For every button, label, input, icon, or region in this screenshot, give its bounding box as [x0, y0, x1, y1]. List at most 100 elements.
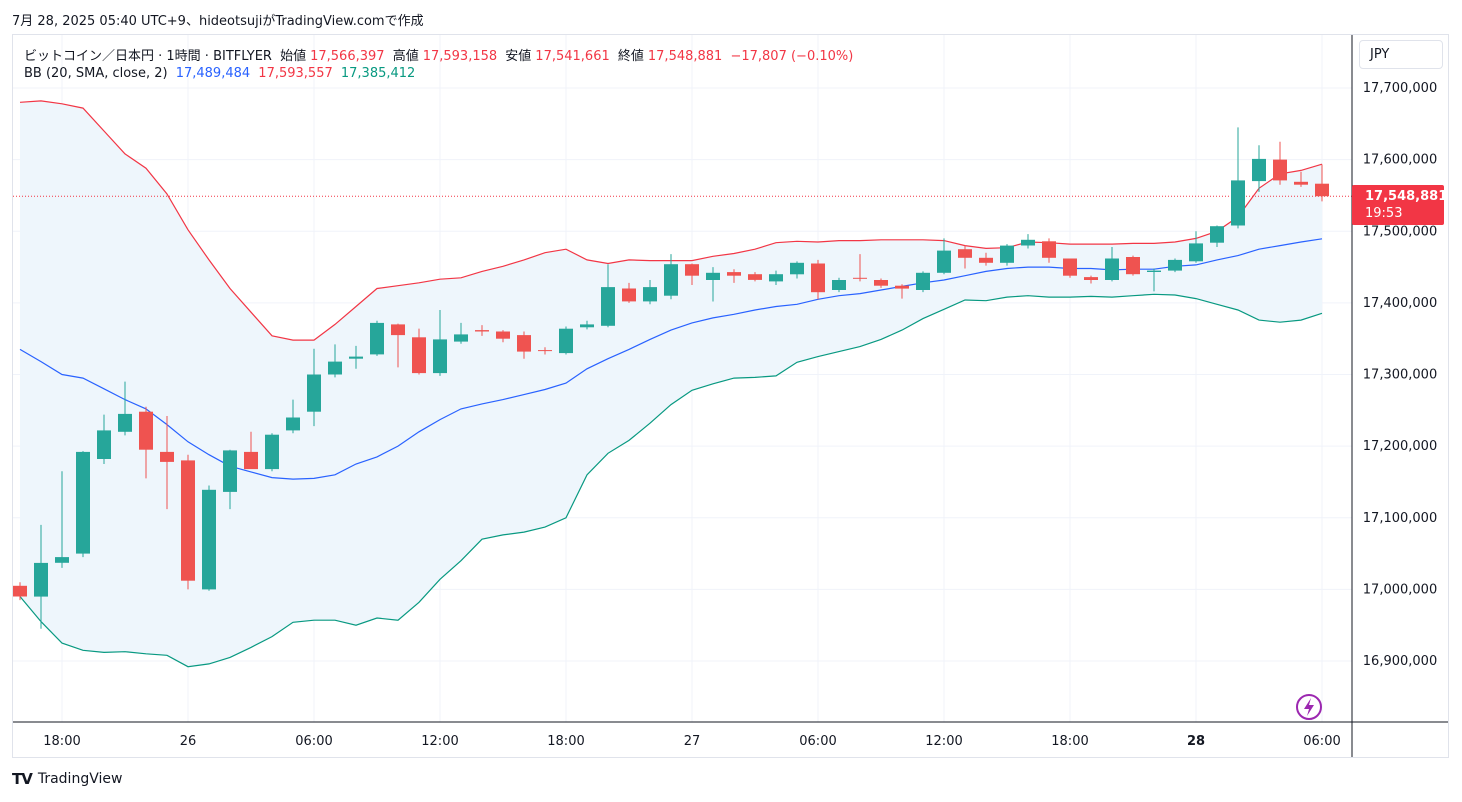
candle: [1021, 234, 1035, 249]
bb-upper-value: 17,593,557: [258, 66, 333, 81]
last-price-tag: 17,548,881 19:53: [1352, 185, 1448, 225]
candle: [580, 320, 594, 330]
candle: [97, 414, 111, 465]
candle-body: [895, 285, 909, 289]
candle-body: [958, 249, 972, 258]
candle-body: [1042, 241, 1056, 258]
candle-body: [118, 413, 132, 432]
candle-body: [1000, 245, 1014, 263]
tradingview-logo-icon: 𝗧𝗩: [12, 770, 33, 788]
candle: [748, 272, 762, 282]
candle-body: [328, 361, 342, 375]
candle-body: [1273, 159, 1287, 181]
close-value: 17,548,881: [647, 49, 723, 64]
candle: [538, 347, 552, 355]
candle: [475, 325, 489, 336]
bb-basis-value: 17,489,484: [175, 66, 251, 81]
candle-body: [202, 489, 216, 590]
candle-body: [748, 274, 762, 280]
candle: [454, 322, 468, 344]
candle-body: [916, 272, 930, 290]
time-tick-label: 26: [180, 734, 197, 749]
candle-body: [874, 280, 888, 286]
candle-body: [55, 557, 69, 563]
attribution-text: 7月 28, 2025 05:40 UTC+9、hideotsujiがTradi…: [12, 14, 424, 29]
time-tick-label: 27: [684, 734, 701, 749]
candle-body: [832, 280, 846, 290]
candle: [916, 271, 930, 293]
candle: [1294, 171, 1308, 187]
candle: [244, 431, 258, 470]
candle-body: [769, 274, 783, 282]
candle: [832, 277, 846, 293]
time-tick-label: 06:00: [1303, 734, 1340, 749]
bb-lower-value: 17,385,412: [340, 66, 416, 81]
low-label: 安値: [505, 49, 532, 64]
candle-body: [937, 250, 951, 273]
candle-body: [349, 356, 363, 359]
candle-body: [286, 417, 300, 431]
candle: [706, 267, 720, 302]
candle: [853, 254, 867, 282]
candle-body: [853, 277, 867, 279]
candle: [181, 454, 195, 590]
candle: [307, 348, 321, 427]
last-price-value: 17,548,881: [1365, 189, 1448, 204]
candle-body: [1252, 158, 1266, 182]
candle: [223, 449, 237, 510]
footer-logo[interactable]: 𝗧𝗩 TradingView: [12, 770, 122, 788]
candle-body: [1084, 277, 1098, 280]
indicator-title[interactable]: BB (20, SMA, close, 2): [24, 66, 168, 81]
candle-body: [370, 322, 384, 355]
candle-body: [685, 264, 699, 276]
candle: [643, 279, 657, 305]
candle-body: [538, 350, 552, 352]
candle: [874, 278, 888, 288]
candle: [685, 263, 699, 285]
bar-countdown: 19:53: [1365, 206, 1403, 221]
candle: [412, 328, 426, 375]
candle: [1315, 164, 1329, 202]
time-tick-label: 06:00: [799, 734, 836, 749]
time-tick-label: 06:00: [295, 734, 332, 749]
bb-fill: [20, 100, 1322, 667]
candle: [1168, 258, 1182, 273]
candle: [811, 259, 825, 300]
candle: [496, 330, 510, 343]
time-tick-label: 18:00: [547, 734, 584, 749]
price-axis: 16,900,000 17,000,000 17,100,000 17,200,000…: [1363, 81, 1437, 669]
candle: [1210, 225, 1224, 248]
price-tick-label: 17,000,000: [1363, 582, 1437, 597]
candle-body: [475, 330, 489, 332]
candle: [979, 252, 993, 266]
candle: [1126, 255, 1140, 276]
candle: [1189, 231, 1203, 263]
candle-body: [1168, 259, 1182, 271]
candle-body: [1210, 226, 1224, 243]
candle-body: [244, 451, 258, 470]
time-axis: 18:00 26 06:00 12:00 18:00 27 06:00 12:00 18:00 2…: [43, 734, 1340, 749]
candle-body: [1063, 258, 1077, 276]
candle-body: [1147, 270, 1161, 272]
candle-body: [13, 585, 27, 597]
candle: [202, 485, 216, 591]
candle-body: [223, 450, 237, 492]
candle-body: [790, 262, 804, 275]
candle-body: [1126, 257, 1140, 275]
candle-body: [454, 334, 468, 342]
candle: [1063, 258, 1077, 278]
candle-body: [76, 451, 90, 554]
candle: [286, 399, 300, 434]
symbol-title[interactable]: ビットコイン／日本円 · 1時間 · BITFLYER: [24, 49, 272, 64]
brand-name: TradingView: [37, 771, 123, 787]
currency-button[interactable]: JPY: [1359, 40, 1443, 69]
candle-body: [265, 434, 279, 470]
lightning-icon[interactable]: [1296, 694, 1322, 720]
candle: [1252, 145, 1266, 192]
candle: [1105, 247, 1119, 282]
candle: [727, 269, 741, 283]
candle: [1231, 127, 1245, 229]
time-tick-label: 12:00: [421, 734, 458, 749]
candle: [1273, 141, 1287, 185]
